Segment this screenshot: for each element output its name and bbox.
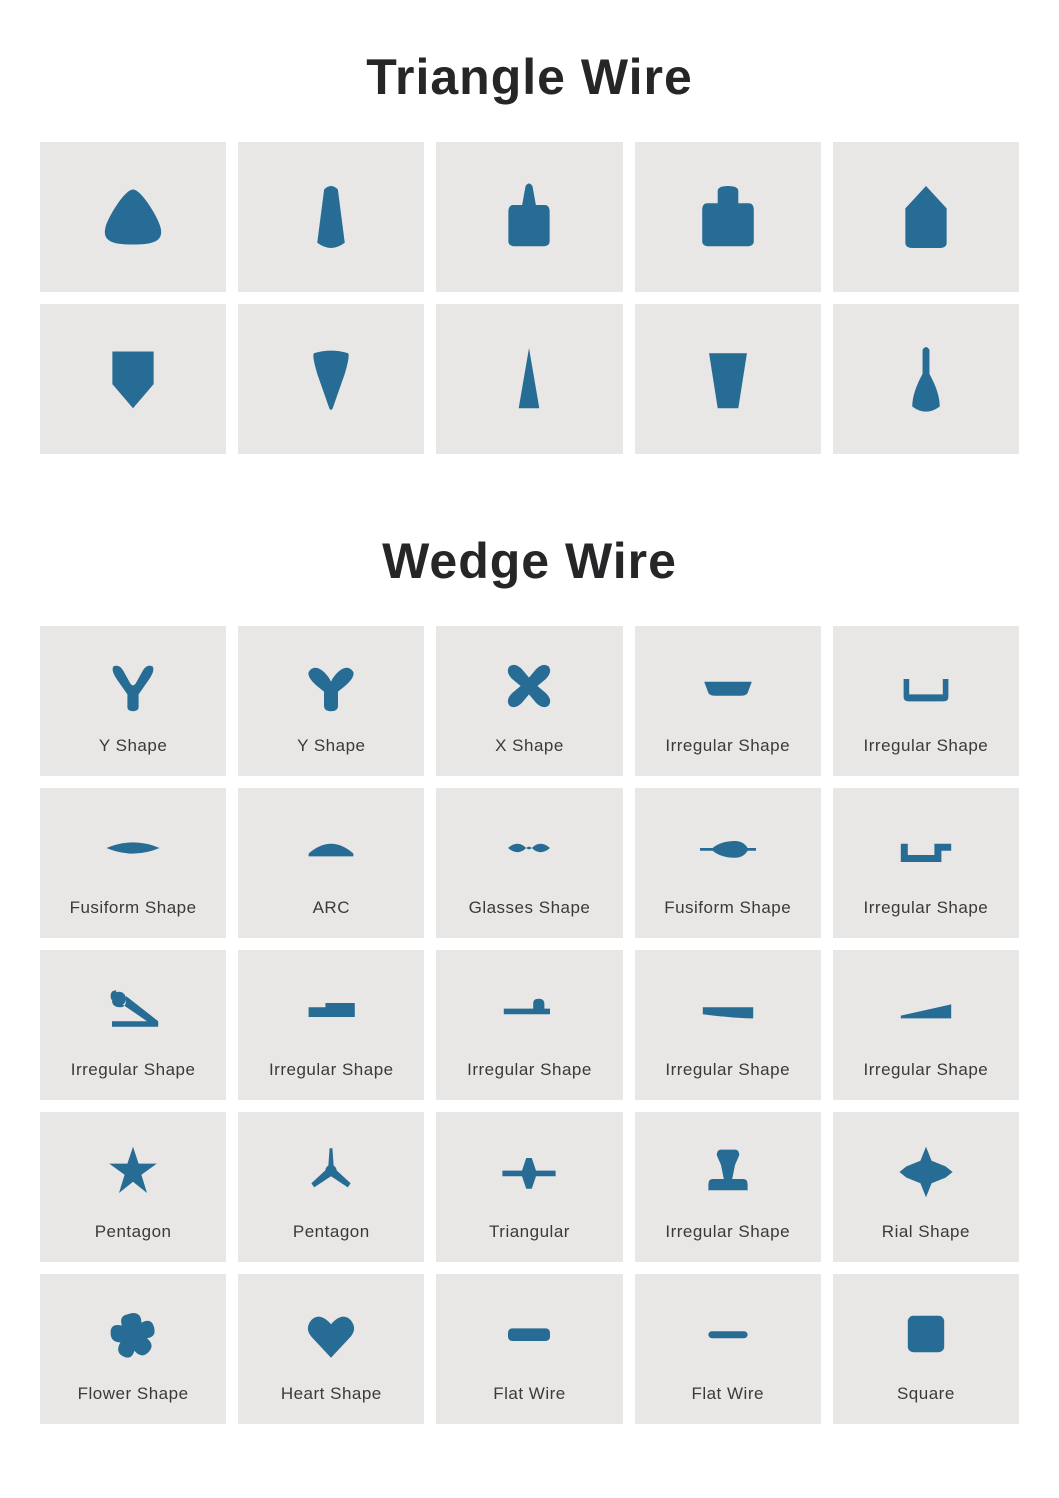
paddle-wide-icon bbox=[643, 160, 813, 274]
shape-tile bbox=[833, 142, 1019, 292]
shape-tile: Irregular Shape bbox=[833, 950, 1019, 1100]
y-thin-icon bbox=[48, 640, 218, 732]
tray-deep-icon bbox=[841, 640, 1011, 732]
fusiform-stick-icon bbox=[643, 802, 813, 894]
shape-label: ARC bbox=[313, 898, 350, 918]
shape-label: Irregular Shape bbox=[864, 898, 989, 918]
shape-label: Irregular Shape bbox=[665, 1222, 790, 1242]
shape-tile: Y Shape bbox=[238, 626, 424, 776]
shape-label: Rial Shape bbox=[882, 1222, 970, 1242]
shape-tile: Pentagon bbox=[238, 1112, 424, 1262]
shape-tile: Irregular Shape bbox=[238, 950, 424, 1100]
spike-icon bbox=[444, 322, 614, 436]
cross-wide-icon bbox=[444, 1126, 614, 1218]
shape-tile: Irregular Shape bbox=[436, 950, 622, 1100]
tall-cone-icon bbox=[246, 160, 416, 274]
shape-tile: Irregular Shape bbox=[635, 950, 821, 1100]
wedge-down-icon bbox=[246, 322, 416, 436]
star5-icon bbox=[48, 1126, 218, 1218]
shape-tile: Heart Shape bbox=[238, 1274, 424, 1424]
triangle-rounded-icon bbox=[48, 160, 218, 274]
shape-tile bbox=[833, 304, 1019, 454]
shape-label: Flower Shape bbox=[78, 1384, 189, 1404]
knife-icon bbox=[246, 964, 416, 1056]
shape-tile: Irregular Shape bbox=[635, 1112, 821, 1262]
channel-icon bbox=[841, 802, 1011, 894]
hammer-icon bbox=[444, 964, 614, 1056]
wedge-low-icon bbox=[643, 964, 813, 1056]
shape-grid: Y Shape Y Shape X Shape Irregular Shape Irre… bbox=[40, 626, 1019, 1424]
shape-label: Irregular Shape bbox=[467, 1060, 592, 1080]
bottle-icon bbox=[841, 322, 1011, 436]
shape-tile: Square bbox=[833, 1274, 1019, 1424]
shape-tile: Fusiform Shape bbox=[635, 788, 821, 938]
shape-tile bbox=[635, 142, 821, 292]
shape-label: Pentagon bbox=[95, 1222, 172, 1242]
shape-tile: Irregular Shape bbox=[833, 788, 1019, 938]
tri-prop-icon bbox=[246, 1126, 416, 1218]
shape-label: Flat Wire bbox=[493, 1384, 566, 1404]
rail-icon bbox=[643, 1126, 813, 1218]
arc-icon bbox=[246, 802, 416, 894]
shape-tile: Irregular Shape bbox=[833, 626, 1019, 776]
shape-label: Irregular Shape bbox=[665, 736, 790, 756]
shape-label: Irregular Shape bbox=[269, 1060, 394, 1080]
shape-tile: Irregular Shape bbox=[635, 626, 821, 776]
flower-icon bbox=[48, 1288, 218, 1380]
shape-tile: ARC bbox=[238, 788, 424, 938]
plus-diamond-icon bbox=[841, 1126, 1011, 1218]
ramp-icon bbox=[841, 964, 1011, 1056]
shape-label: Y Shape bbox=[99, 736, 167, 756]
tray-shallow-icon bbox=[643, 640, 813, 732]
shape-label: Irregular Shape bbox=[864, 736, 989, 756]
shape-label: Heart Shape bbox=[281, 1384, 382, 1404]
shape-tile: Irregular Shape bbox=[40, 950, 226, 1100]
shape-tile: Rial Shape bbox=[833, 1112, 1019, 1262]
shape-tile: Pentagon bbox=[40, 1112, 226, 1262]
shape-tile: X Shape bbox=[436, 626, 622, 776]
shape-label: Fusiform Shape bbox=[664, 898, 791, 918]
shape-label: Irregular Shape bbox=[864, 1060, 989, 1080]
shape-tile bbox=[635, 304, 821, 454]
flat-thin-icon bbox=[643, 1288, 813, 1380]
section-title: Triangle Wire bbox=[40, 48, 1019, 106]
shape-label: Triangular bbox=[489, 1222, 570, 1242]
shape-label: Irregular Shape bbox=[71, 1060, 196, 1080]
shape-grid bbox=[40, 142, 1019, 454]
shape-tile bbox=[238, 142, 424, 292]
glasses-icon bbox=[444, 802, 614, 894]
shape-label: Square bbox=[897, 1384, 955, 1404]
shape-tile: Triangular bbox=[436, 1112, 622, 1262]
x-shape-icon bbox=[444, 640, 614, 732]
section-title: Wedge Wire bbox=[40, 532, 1019, 590]
shape-tile: Flower Shape bbox=[40, 1274, 226, 1424]
shape-tile: Flat Wire bbox=[436, 1274, 622, 1424]
paddle-narrow-icon bbox=[444, 160, 614, 274]
shape-tile bbox=[40, 142, 226, 292]
shape-tile bbox=[436, 142, 622, 292]
shape-label: Fusiform Shape bbox=[70, 898, 197, 918]
square-icon bbox=[841, 1288, 1011, 1380]
shape-tile bbox=[40, 304, 226, 454]
shield-icon bbox=[48, 322, 218, 436]
home-shape-icon bbox=[841, 160, 1011, 274]
trapezoid-tall-icon bbox=[643, 322, 813, 436]
shape-tile: Glasses Shape bbox=[436, 788, 622, 938]
shape-label: Irregular Shape bbox=[665, 1060, 790, 1080]
shape-tile bbox=[436, 304, 622, 454]
shape-label: Pentagon bbox=[293, 1222, 370, 1242]
y-wide-icon bbox=[246, 640, 416, 732]
shape-tile: Y Shape bbox=[40, 626, 226, 776]
shape-tile bbox=[238, 304, 424, 454]
shape-label: Glasses Shape bbox=[469, 898, 591, 918]
flat-thick-icon bbox=[444, 1288, 614, 1380]
shape-label: Flat Wire bbox=[691, 1384, 764, 1404]
shape-tile: Fusiform Shape bbox=[40, 788, 226, 938]
shape-tile: Flat Wire bbox=[635, 1274, 821, 1424]
curl-wedge-icon bbox=[48, 964, 218, 1056]
heart-icon bbox=[246, 1288, 416, 1380]
shape-label: Y Shape bbox=[297, 736, 365, 756]
shape-label: X Shape bbox=[495, 736, 564, 756]
fusiform-icon bbox=[48, 802, 218, 894]
